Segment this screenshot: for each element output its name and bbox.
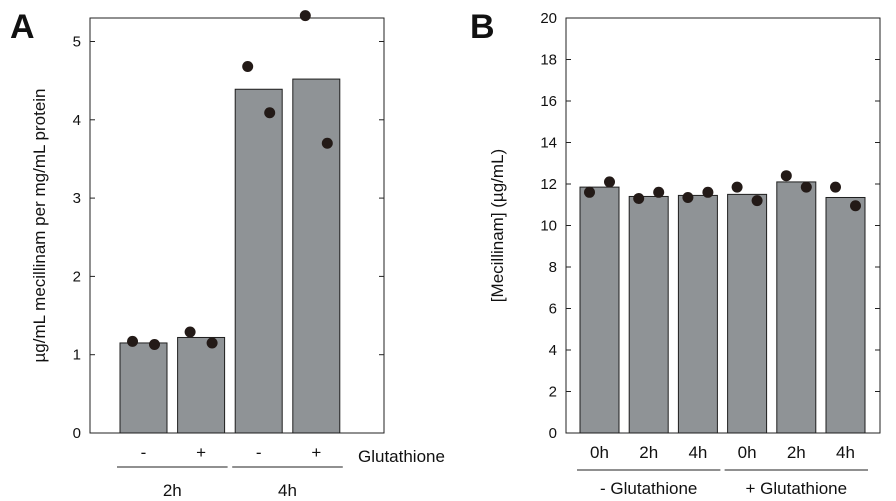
y-tick-label: 5 [73, 33, 81, 50]
group-label: - Glutathione [600, 479, 697, 498]
data-point [731, 181, 743, 193]
y-tick-label: 14 [540, 135, 557, 152]
data-point [584, 186, 595, 198]
y-tick-label: 18 [540, 52, 557, 69]
category-label: + [196, 443, 206, 462]
data-point [604, 176, 615, 188]
data-point [780, 170, 792, 182]
data-point [264, 107, 276, 119]
bar [292, 78, 341, 434]
y-tick-label: 16 [540, 93, 557, 110]
y-tick-label: 10 [540, 218, 557, 235]
bar [119, 342, 168, 434]
bar [177, 336, 226, 434]
category-label: + [311, 443, 321, 462]
row-label-glutathione: Glutathione [358, 447, 445, 466]
y-tick-label: 8 [549, 259, 557, 276]
data-point [800, 181, 812, 193]
panel-label: B [470, 8, 495, 46]
category-label: 0h [738, 443, 757, 462]
data-point [127, 335, 138, 347]
y-tick-label: 0 [73, 425, 81, 442]
category-label: 4h [688, 443, 707, 462]
y-tick-label: 2 [549, 384, 557, 401]
category-label: 2h [787, 443, 806, 462]
y-tick-label: 2 [73, 268, 81, 285]
data-point [184, 326, 196, 338]
data-point [702, 186, 714, 198]
bar [825, 196, 866, 434]
data-point [653, 186, 665, 198]
category-label: - [256, 443, 262, 462]
data-point [321, 137, 333, 149]
y-tick-label: 4 [549, 342, 557, 359]
group-label: 4h [278, 481, 297, 500]
panel-label: A [10, 8, 35, 46]
y-tick-label: 12 [540, 176, 557, 193]
data-point [633, 193, 645, 205]
category-label: - [141, 443, 147, 462]
data-point [149, 339, 160, 351]
bar [677, 194, 718, 434]
category-label: 0h [590, 443, 609, 462]
data-point [682, 191, 694, 203]
data-point [850, 200, 861, 212]
y-tick-label: 1 [73, 347, 81, 364]
category-label: 4h [836, 443, 855, 462]
bar [579, 186, 620, 434]
data-point [830, 181, 841, 193]
y-axis-label: [Mecillinam] (µg/mL) [488, 149, 507, 302]
y-tick-label: 3 [73, 190, 81, 207]
data-point [206, 337, 218, 349]
bar [776, 181, 817, 434]
bar [727, 193, 768, 434]
y-tick-label: 20 [540, 10, 557, 27]
y-axis-label: µg/mL mecillinam per mg/mL protein [30, 88, 49, 362]
category-label: 2h [639, 443, 658, 462]
data-point [751, 195, 763, 207]
bar [628, 195, 669, 434]
group-label: + Glutathione [745, 479, 847, 498]
group-label: 2h [163, 481, 182, 500]
y-tick-label: 6 [549, 301, 557, 318]
y-tick-label: 0 [549, 425, 557, 442]
data-point [299, 10, 311, 22]
data-point [242, 61, 254, 73]
bar [234, 88, 283, 434]
y-tick-label: 4 [73, 112, 81, 129]
